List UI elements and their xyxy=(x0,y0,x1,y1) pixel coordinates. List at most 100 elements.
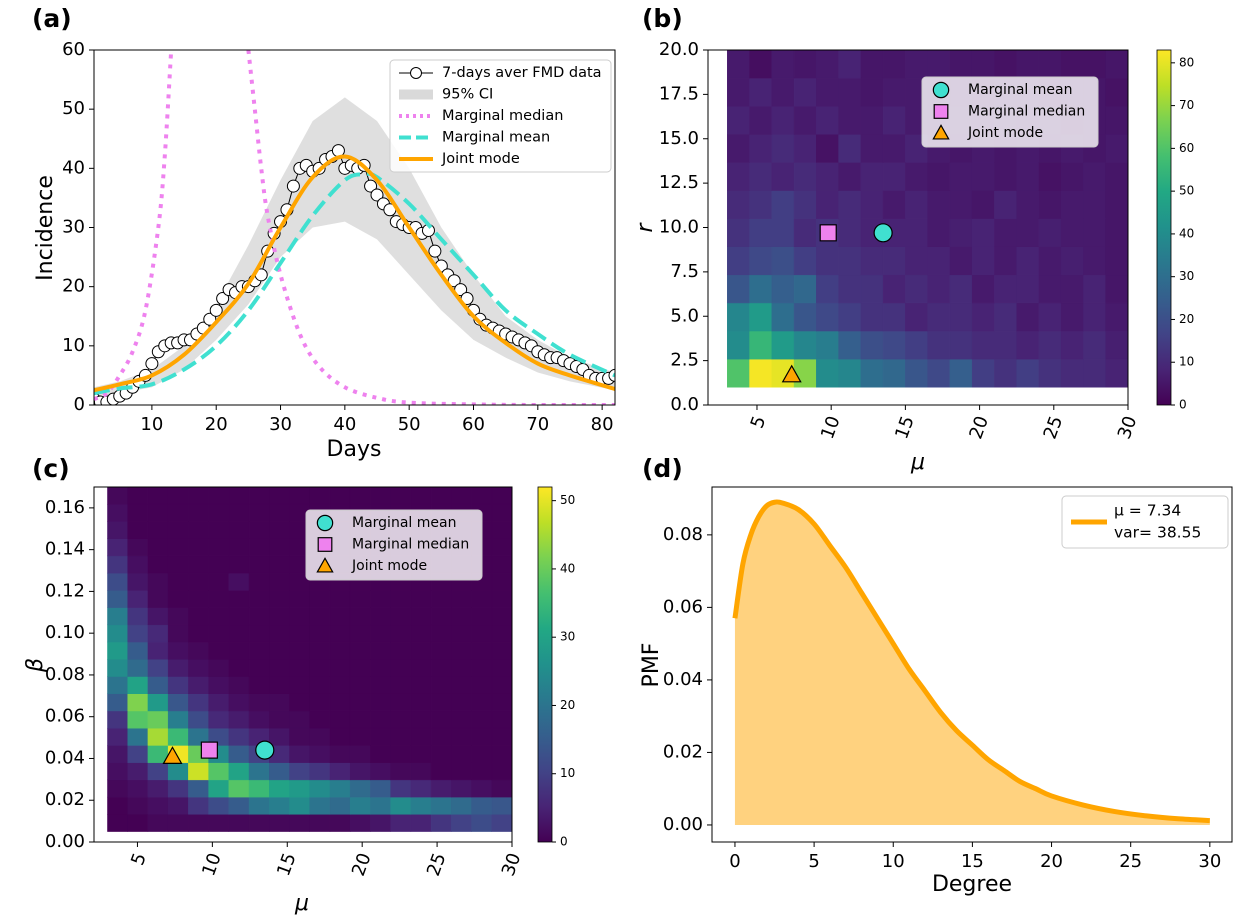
heatmap-cell xyxy=(860,105,884,135)
heatmap-cell xyxy=(860,358,884,388)
data-point xyxy=(286,179,300,193)
heatmap-cell xyxy=(390,796,412,815)
heatmap-cell xyxy=(329,624,351,643)
area-fill xyxy=(734,501,1210,825)
heatmap-cell xyxy=(107,745,128,763)
heatmap-cell xyxy=(349,814,371,832)
heatmap-cell xyxy=(167,762,189,781)
heatmap-cell xyxy=(1060,50,1084,79)
colorbar-tick-label: 60 xyxy=(1179,141,1194,155)
heatmap-cell xyxy=(793,190,817,219)
heatmap-cell xyxy=(471,607,493,626)
heatmap-cell xyxy=(147,762,169,781)
heatmap-cell xyxy=(309,796,331,815)
y-tick-label: 20.0 xyxy=(659,39,699,60)
heatmap-cell xyxy=(1083,330,1106,360)
heatmap-cell xyxy=(309,590,331,608)
heatmap-cell xyxy=(167,659,189,677)
heatmap-cell xyxy=(208,538,230,557)
heatmap-cell xyxy=(793,246,817,276)
heatmap-cell xyxy=(905,162,928,191)
heatmap-cell xyxy=(949,218,973,247)
heatmap-cell xyxy=(882,105,906,135)
heatmap-cell xyxy=(107,538,128,557)
heatmap-cell xyxy=(860,50,884,79)
heatmap-cell xyxy=(228,779,250,798)
heatmap-cell xyxy=(1083,246,1106,276)
legend-swatch xyxy=(410,67,422,79)
heatmap-cell xyxy=(390,693,412,712)
heatmap-cell xyxy=(410,745,432,763)
heatmap-cell xyxy=(309,762,331,781)
heatmap-cell xyxy=(1083,274,1106,304)
heatmap-cell xyxy=(430,676,452,694)
heatmap-cell xyxy=(127,779,149,798)
heatmap-cell xyxy=(838,246,862,276)
heatmap-cell xyxy=(471,624,493,643)
heatmap-cell xyxy=(410,710,432,729)
heatmap-cell xyxy=(771,134,795,163)
heatmap-cell xyxy=(491,796,512,815)
heatmap-cell xyxy=(147,590,169,608)
heatmap-cell xyxy=(248,779,270,798)
heatmap-cell xyxy=(1016,302,1040,332)
heatmap-cell xyxy=(127,676,149,694)
y-axis-label: Incidence xyxy=(33,175,58,281)
y-tick-label: 0.16 xyxy=(45,497,85,518)
heatmap-cell xyxy=(349,590,371,608)
heatmap-cell xyxy=(882,330,906,360)
heatmap-cell xyxy=(905,190,928,219)
heatmap-cell xyxy=(430,590,452,608)
heatmap-cell xyxy=(228,693,250,712)
x-tick-label: 15 xyxy=(961,851,984,872)
heatmap-cell xyxy=(1016,274,1040,304)
heatmap-cell xyxy=(860,134,884,163)
heatmap-cell xyxy=(309,659,331,677)
legend-label: μ = 7.34 xyxy=(1114,502,1181,520)
y-axis-label: PMF xyxy=(639,643,664,688)
marker-triangle xyxy=(932,124,950,140)
heatmap-cell xyxy=(771,302,795,332)
heatmap-cell xyxy=(905,246,928,276)
heatmap-cell xyxy=(860,246,884,276)
heatmap-cell xyxy=(816,77,839,107)
legend-box xyxy=(305,509,483,581)
heatmap-cell xyxy=(329,487,351,505)
heatmap-cell xyxy=(208,521,230,539)
heatmap-cell xyxy=(248,659,270,677)
heatmap-cell xyxy=(188,590,209,608)
y-tick-label: 2.5 xyxy=(670,350,699,371)
heatmap-cell xyxy=(971,302,995,332)
heatmap-cell xyxy=(905,218,928,247)
heatmap-cell xyxy=(771,330,795,360)
marker-circle xyxy=(255,740,275,760)
legend-box xyxy=(1061,495,1229,549)
heatmap-cell xyxy=(410,590,432,608)
heatmap-cell xyxy=(208,572,230,591)
heatmap-cell xyxy=(471,487,493,505)
heatmap-cell xyxy=(816,358,839,388)
heatmap-cell xyxy=(248,590,270,608)
heatmap-cell xyxy=(390,607,412,626)
marker-square xyxy=(933,104,949,119)
heatmap-cell xyxy=(289,607,310,626)
heatmap-cell xyxy=(927,274,951,304)
heatmap-cell xyxy=(269,521,290,539)
heatmap-cell xyxy=(289,762,310,781)
heatmap-cell xyxy=(188,693,209,712)
heatmap-cell xyxy=(188,641,209,660)
heatmap-cell xyxy=(491,590,512,608)
y-tick-label: 0.08 xyxy=(663,524,703,545)
heatmap-cell xyxy=(208,693,230,712)
y-tick-label: 0.04 xyxy=(45,747,85,768)
heatmap-cell xyxy=(816,162,839,191)
heatmap-cell xyxy=(309,779,331,798)
x-tick-label: 40 xyxy=(333,414,356,435)
heatmap-cell xyxy=(147,555,169,574)
heatmap-cell xyxy=(994,246,1017,276)
data-point xyxy=(370,188,384,202)
heatmap-cell xyxy=(451,745,472,763)
heatmap-cell xyxy=(771,77,795,107)
heatmap-cell xyxy=(793,105,817,135)
heatmap-cell xyxy=(248,624,270,643)
